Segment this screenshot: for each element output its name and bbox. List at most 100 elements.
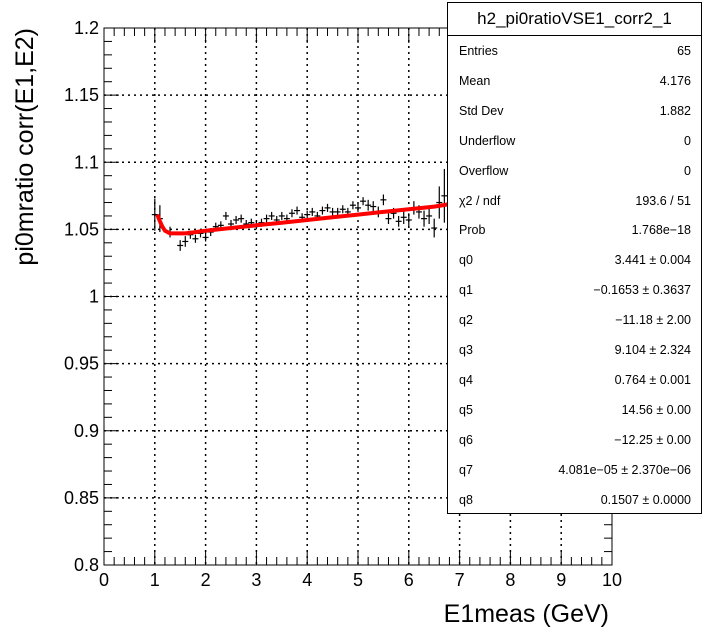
data-point: [294, 206, 301, 215]
stats-row-label: q1: [459, 283, 473, 298]
stats-row: q0 3.441 ± 0.004: [448, 245, 701, 275]
x-tick-label: 0: [99, 570, 109, 590]
stats-row-value: −0.1653 ± 0.3637: [593, 283, 691, 298]
y-axis-label: pi0mratio corr(E1,E2): [11, 28, 39, 266]
data-point: [355, 203, 361, 212]
data-point: [233, 215, 240, 225]
data-point: [263, 214, 270, 223]
data-point: [400, 210, 407, 225]
data-point: [395, 215, 402, 227]
data-point: [238, 214, 245, 223]
stats-row-label: q6: [459, 432, 473, 447]
stats-row-value: 65: [677, 44, 691, 58]
data-point: [278, 211, 285, 220]
y-tick-label: 0.8: [74, 555, 99, 575]
data-point: [339, 205, 346, 214]
data-point: [202, 233, 209, 242]
stats-row-label: q8: [459, 492, 473, 507]
stats-row: q7 4.081e−05 ± 2.370e−06: [448, 455, 701, 485]
stats-row: q1 −0.1653 ± 0.3637: [448, 275, 701, 305]
data-point: [304, 210, 311, 219]
data-point: [360, 197, 367, 206]
data-point: [329, 207, 336, 216]
stats-row-value: 4.081e−05 ± 2.370e−06: [558, 462, 691, 477]
stats-row-label: q2: [459, 313, 473, 328]
data-point: [426, 207, 433, 225]
data-point: [319, 206, 326, 215]
x-tick-label: 6: [404, 570, 414, 590]
stats-row-label: Overflow: [459, 163, 509, 178]
y-tick-label: 1: [89, 287, 99, 307]
data-point: [405, 213, 412, 227]
data-point: [182, 236, 189, 247]
x-tick-label: 10: [602, 570, 622, 590]
x-tick-label: 4: [302, 570, 312, 590]
stats-row-value: 0.764 ± 0.001: [614, 372, 691, 387]
stats-row-value: 1.882: [659, 103, 691, 118]
stats-row-label: q3: [459, 343, 473, 357]
stats-row-label: Prob: [459, 223, 486, 238]
y-tick-label: 1.1: [74, 152, 99, 172]
stats-row-label: q4: [459, 372, 473, 387]
y-tick-label: 1.05: [64, 219, 99, 239]
y-tick-label: 0.95: [64, 354, 99, 374]
stats-box: h2_pi0ratioVSE1_corr2_1 Entries 65 Mean 4.1…: [447, 2, 702, 514]
stats-row-value: 4.176: [659, 73, 691, 88]
stats-row: q4 0.764 ± 0.001: [448, 365, 701, 395]
x-tick-label: 5: [353, 570, 363, 590]
stats-row: q2 −11.18 ± 2.00: [448, 305, 701, 335]
y-tick-label: 0.9: [74, 421, 99, 441]
stats-row-value: 0: [684, 163, 691, 178]
data-point: [365, 199, 372, 211]
stats-row-label: Underflow: [459, 133, 516, 148]
stats-row-value: 0: [684, 133, 691, 148]
stats-row-value: 9.104 ± 2.324: [614, 343, 691, 357]
data-point: [431, 218, 438, 238]
stats-row: q6 −12.25 ± 0.00: [448, 425, 701, 455]
data-point: [334, 207, 341, 216]
stats-row-value: −11.18 ± 2.00: [615, 313, 691, 328]
stats-row: Mean 4.176: [448, 66, 701, 96]
x-tick-label: 1: [150, 570, 160, 590]
data-point: [421, 210, 428, 227]
stats-row-value: 14.56 ± 0.00: [621, 402, 691, 417]
stats-row-label: q0: [459, 253, 473, 268]
fit-curve: [155, 200, 460, 236]
data-point: [380, 194, 387, 206]
grid-lines: [104, 28, 612, 565]
stats-row: χ2 / ndf 193.6 / 51: [448, 186, 701, 216]
x-tick-label: 7: [455, 570, 465, 590]
stats-title: h2_pi0ratioVSE1_corr2_1: [448, 3, 701, 36]
data-point: [436, 186, 443, 219]
stats-row: Std Dev 1.882: [448, 96, 701, 126]
stats-row-label: Std Dev: [459, 103, 504, 118]
data-point: [268, 211, 275, 220]
data-point: [349, 201, 356, 210]
stats-row: Underflow 0: [448, 126, 701, 156]
x-tick-label: 8: [505, 570, 515, 590]
data-point: [222, 211, 229, 220]
stats-row-value: −12.25 ± 0.00: [614, 432, 691, 447]
data-point: [385, 213, 392, 225]
stats-row-label: χ2 / ndf: [459, 193, 501, 208]
stats-row: q8 0.1507 ± 0.0000: [448, 485, 701, 515]
y-tick-label: 0.85: [64, 488, 99, 508]
stats-row-value: 0.1507 ± 0.0000: [600, 492, 691, 507]
x-tick-label: 3: [251, 570, 261, 590]
x-tick-label: 9: [556, 570, 566, 590]
stats-row: q3 9.104 ± 2.324: [448, 335, 701, 365]
stats-row: q5 14.56 ± 0.00: [448, 395, 701, 425]
stats-row-label: Mean: [459, 73, 491, 88]
tick-labels: 0 1 2 3 4 5 6 7 8 9 10 0.8 0.85 0.9 0.95 1 1.05 1.1 1.15 1.…: [64, 18, 622, 590]
stats-row-label: Entries: [459, 44, 498, 58]
data-point: [324, 203, 331, 212]
stats-row-label: q5: [459, 402, 473, 417]
stats-row-label: q7: [459, 462, 473, 477]
stats-row: Prob 1.768e−18: [448, 215, 701, 245]
data-point: [370, 201, 377, 212]
stats-row: Entries 65: [448, 36, 701, 66]
data-point: [309, 207, 316, 216]
x-tick-label: 2: [201, 570, 211, 590]
stats-row-value: 1.768e−18: [631, 223, 691, 238]
